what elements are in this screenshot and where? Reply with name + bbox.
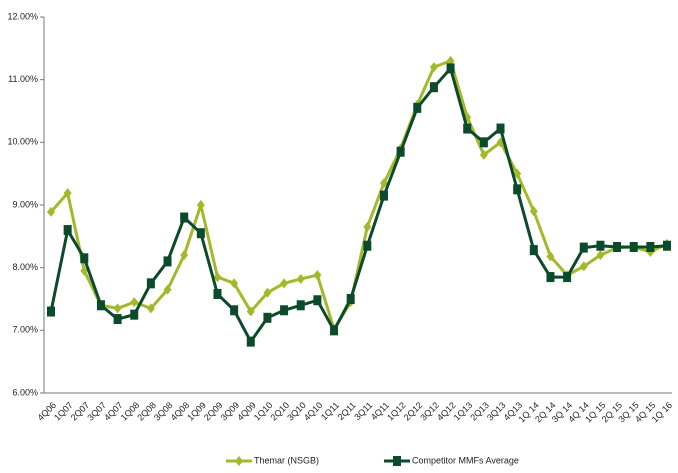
y-tick-label: 8.00%: [12, 262, 38, 272]
point: [63, 225, 72, 236]
point: [180, 250, 189, 261]
legend-marker: [235, 456, 243, 466]
point: [429, 62, 438, 73]
point: [379, 190, 388, 201]
point: [396, 146, 405, 157]
point: [463, 123, 472, 134]
x-tick-label: 3Q11: [352, 400, 374, 422]
point: [596, 250, 605, 261]
point: [363, 221, 372, 232]
series-line: [49, 65, 668, 345]
point: [596, 240, 605, 251]
point: [96, 300, 105, 311]
series-line: [49, 58, 668, 333]
point: [113, 303, 122, 314]
point: [579, 261, 588, 272]
point: [280, 305, 289, 316]
point: [613, 241, 622, 252]
point: [196, 228, 205, 239]
point: [529, 245, 538, 256]
point: [130, 309, 139, 320]
point: [146, 278, 155, 289]
point: [47, 206, 55, 217]
point: [63, 188, 72, 199]
point: [579, 242, 588, 253]
y-tick-label: 9.00%: [12, 199, 38, 209]
point: [163, 284, 172, 295]
point: [263, 312, 272, 323]
x-tick-label: 4Q10: [302, 400, 325, 423]
point: [213, 288, 222, 299]
y-tick-label: 6.00%: [12, 387, 38, 397]
point: [280, 278, 289, 289]
point: [80, 253, 89, 264]
point: [246, 336, 255, 347]
point: [529, 206, 538, 217]
point: [113, 314, 122, 325]
point: [446, 63, 455, 74]
point: [446, 55, 455, 66]
point: [230, 278, 239, 289]
point: [313, 295, 322, 306]
point: [230, 305, 239, 316]
point: [146, 303, 155, 314]
point: [513, 168, 522, 179]
point: [479, 137, 488, 148]
point: [563, 272, 572, 283]
point: [663, 240, 671, 251]
legend-label: Competitor MMFs Average: [412, 455, 519, 465]
point: [196, 200, 205, 210]
point: [180, 212, 189, 223]
point: [413, 102, 422, 113]
point: [296, 273, 305, 284]
point: [629, 241, 638, 252]
point: [163, 256, 172, 267]
point: [313, 270, 322, 281]
point: [130, 297, 139, 308]
point: [513, 184, 522, 195]
y-tick-label: 10.00%: [7, 137, 38, 147]
point: [546, 272, 555, 283]
y-tick-label: 11.00%: [8, 74, 38, 84]
point: [546, 251, 555, 262]
point: [213, 272, 222, 283]
point: [363, 240, 372, 251]
point: [246, 306, 255, 317]
point: [479, 149, 488, 160]
point: [646, 241, 655, 252]
y-tick-label: 12.00%: [7, 11, 38, 21]
point: [429, 82, 438, 93]
point: [379, 178, 388, 189]
point: [496, 123, 505, 134]
point: [47, 306, 55, 317]
x-tick-label: 1Q11: [319, 400, 341, 422]
point: [330, 325, 339, 336]
y-tick-label: 7.00%: [12, 325, 38, 335]
point: [263, 287, 272, 298]
point: [296, 300, 305, 311]
point: [346, 294, 355, 304]
legend-label: Themar (NSGB): [254, 455, 319, 465]
legend-marker: [393, 456, 401, 466]
x-tick-label: 2Q11: [336, 400, 358, 422]
